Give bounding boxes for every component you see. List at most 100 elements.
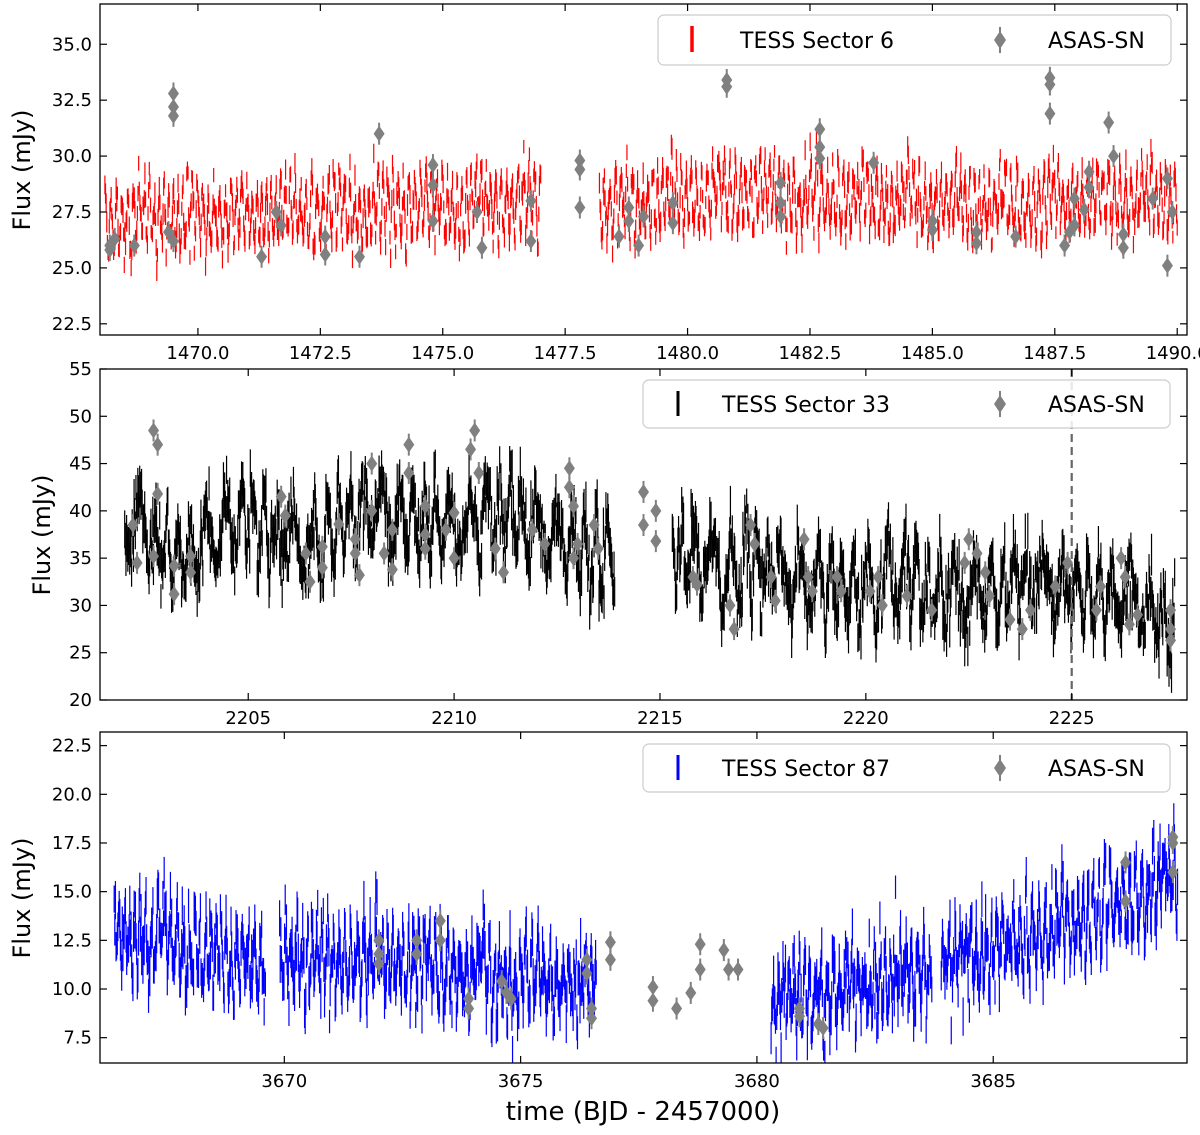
panel-sector6: 1470.0 1472.5 1475.0 1477.5 1480.0 1482.5 1485… — [8, 3, 1200, 364]
x-tick-label: 1485.0 — [901, 343, 964, 364]
asassn-point — [1147, 187, 1159, 210]
asassn-point — [168, 583, 180, 606]
asassn-series-middle — [127, 419, 1177, 652]
y-tick-label: 10.0 — [52, 979, 92, 1000]
legend-middle: TESS Sector 33 ASAS-SN — [642, 379, 1171, 429]
axes-frame-middle — [99, 368, 1188, 701]
y-tick-label: 27.5 — [52, 202, 92, 223]
x-tick-label: 1480.0 — [656, 343, 719, 364]
asassn-point — [586, 1007, 598, 1030]
asassn-point — [817, 1016, 829, 1039]
asassn-point — [354, 245, 366, 268]
asassn-point — [496, 970, 508, 993]
asassn-point — [1083, 160, 1095, 183]
y-tick-label: 30 — [69, 595, 92, 616]
axes-frame-bottom — [99, 731, 1188, 1064]
asassn-point — [386, 558, 398, 581]
asassn-point — [434, 929, 446, 952]
asassn-point — [270, 200, 282, 223]
asassn-point — [279, 504, 291, 527]
panel-sector87: 3670 3675 3680 3685 7.5 10.0 12.5 15.0 17.5 20.0 2… — [8, 731, 1188, 1092]
x-tick-label: 1482.5 — [778, 343, 841, 364]
asassn-point — [1004, 608, 1016, 631]
asassn-point — [769, 589, 781, 612]
asassn-point — [959, 551, 971, 574]
asassn-point — [1165, 629, 1177, 652]
axis-ticks-middle: 2205 2210 2215 2220 2225 20 25 30 35 40 45 50 55 — [69, 359, 1187, 729]
asassn-point — [1120, 851, 1132, 874]
asassn-point — [434, 909, 446, 932]
asassn-point — [831, 566, 843, 589]
asassn-point — [574, 196, 586, 219]
asassn-point — [498, 561, 510, 584]
asassn-point — [473, 462, 485, 485]
asassn-point — [316, 535, 328, 558]
asassn-point — [167, 104, 179, 127]
asassn-point — [724, 594, 736, 617]
asassn-point — [1044, 102, 1056, 125]
ylabel-top: Flux (mJy) — [8, 110, 36, 231]
asassn-point — [574, 158, 586, 181]
asassn-point — [1068, 187, 1080, 210]
axis-ticks-bottom: 3670 3675 3680 3685 7.5 10.0 12.5 15.0 17.5 20.0 2… — [52, 732, 1187, 1092]
asassn-point — [623, 209, 635, 232]
asassn-point — [650, 499, 662, 522]
y-tick-label: 22.5 — [52, 736, 92, 757]
asassn-point — [572, 532, 584, 555]
tess-lightcurve-top — [104, 131, 1178, 282]
asassn-point — [638, 480, 649, 503]
asassn-point — [411, 942, 423, 965]
asassn-point — [403, 462, 415, 485]
asassn-point — [1078, 198, 1090, 221]
asassn-point — [131, 551, 143, 574]
x-tick-label: 2225 — [1049, 708, 1095, 729]
legend-swatch-asassn-bottom — [994, 755, 1006, 781]
asassn-point — [316, 556, 328, 579]
asassn-point — [983, 584, 995, 607]
y-tick-label: 45 — [69, 454, 92, 475]
asassn-point — [127, 514, 139, 537]
asassn-point — [671, 997, 683, 1020]
asassn-point — [448, 547, 460, 570]
asassn-point — [1119, 566, 1131, 589]
x-tick-label: 2205 — [225, 708, 271, 729]
asassn-point — [386, 518, 398, 541]
legend-box-bottom — [642, 743, 1171, 793]
asassn-point — [1010, 225, 1022, 248]
asassn-point — [1049, 575, 1061, 598]
asassn-point — [373, 952, 385, 975]
asassn-point — [691, 573, 703, 596]
y-tick-label: 17.5 — [52, 833, 92, 854]
y-tick-label: 25 — [69, 643, 92, 664]
asassn-point — [366, 499, 378, 522]
asassn-point — [1108, 145, 1120, 168]
y-tick-label: 50 — [69, 406, 92, 427]
asassn-point — [152, 433, 164, 456]
asassn-point — [633, 234, 645, 257]
asassn-point — [638, 514, 649, 537]
legend-label-asassn-middle: ASAS-SN — [1048, 393, 1145, 418]
asassn-point — [775, 205, 787, 228]
asassn-point — [185, 561, 197, 584]
asassn-point — [440, 518, 452, 541]
legend-label-tess-top: TESS Sector 6 — [739, 29, 894, 54]
x-tick-label: 1490.0 — [1146, 343, 1200, 364]
asassn-point — [471, 200, 483, 223]
asassn-point — [1095, 575, 1107, 598]
asassn-point — [732, 958, 744, 981]
asassn-point — [1132, 603, 1144, 626]
asassn-point — [563, 457, 575, 480]
asassn-point — [872, 566, 884, 589]
asassn-point — [152, 482, 164, 505]
legend-swatch-asassn-middle — [994, 391, 1006, 417]
legend-label-asassn-top: ASAS-SN — [1048, 29, 1145, 54]
y-tick-label: 25.0 — [52, 258, 92, 279]
asassn-point — [568, 547, 580, 570]
asassn-point — [539, 532, 551, 555]
asassn-point — [525, 230, 537, 253]
asassn-point — [1117, 236, 1129, 259]
asassn-point — [463, 997, 475, 1020]
x-tick-label: 1475.0 — [411, 343, 474, 364]
asassn-point — [749, 532, 761, 555]
asassn-point — [775, 171, 787, 194]
